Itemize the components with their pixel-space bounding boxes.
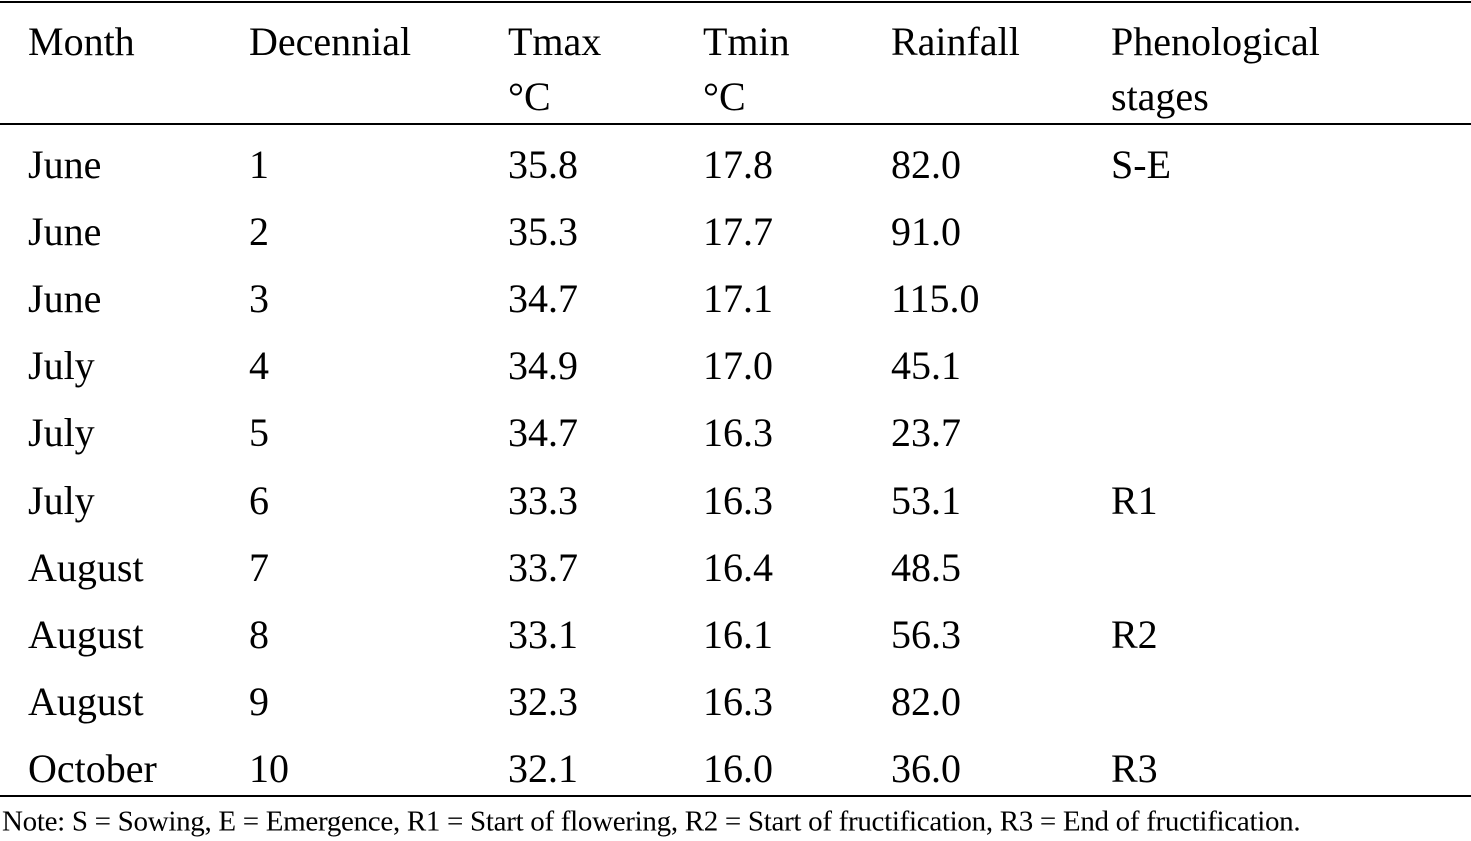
- table-cell: 91.0: [891, 209, 961, 255]
- table-cell: 36.0: [891, 745, 961, 791]
- header-cell: Decennial: [249, 19, 412, 64]
- table-cell: August: [28, 544, 144, 590]
- table-cell: 16.3: [703, 678, 773, 724]
- header-cell: Rainfall: [891, 19, 1020, 64]
- table-cell: 17.8: [703, 142, 773, 187]
- table-cell: June: [28, 142, 102, 187]
- table-cell: 82.0: [891, 142, 961, 187]
- table-cell: 33.7: [508, 544, 578, 590]
- table-cell: 33.1: [508, 611, 578, 657]
- header-cell: °C: [508, 74, 551, 119]
- table-cell: August: [28, 678, 144, 724]
- table-cell: 9: [249, 678, 269, 724]
- table-cell: 32.3: [508, 678, 578, 724]
- table-cell: 5: [249, 410, 269, 456]
- header-cell: °C: [703, 74, 746, 119]
- table-cell: 17.1: [703, 276, 773, 322]
- table-cell: 82.0: [891, 678, 961, 724]
- bottom-rule: [0, 795, 1471, 797]
- table-cell: July: [28, 477, 95, 523]
- table-cell: 7: [249, 544, 269, 590]
- table-cell: 16.4: [703, 544, 773, 590]
- table-cell: October: [28, 745, 157, 791]
- header-cell: Month: [28, 19, 135, 64]
- table-cell: June: [28, 209, 102, 255]
- top-rule: [0, 1, 1471, 3]
- table-note: Note: S = Sowing, E = Emergence, R1 = St…: [2, 805, 1301, 838]
- header-cell: Tmax: [508, 19, 602, 64]
- table-cell: R2: [1111, 611, 1158, 657]
- table-cell: June: [28, 276, 102, 322]
- table-cell: 17.0: [703, 343, 773, 389]
- header-cell: Phenological: [1111, 19, 1320, 64]
- table-cell: 17.7: [703, 209, 773, 255]
- table-cell: 16.1: [703, 611, 773, 657]
- table-cell: 53.1: [891, 477, 961, 523]
- table-cell: R3: [1111, 745, 1158, 791]
- table-cell: August: [28, 611, 144, 657]
- header-rule: [0, 123, 1471, 125]
- table-cell: 3: [249, 276, 269, 322]
- table-cell: 16.3: [703, 410, 773, 456]
- table-cell: 35.8: [508, 142, 578, 187]
- table-cell: 4: [249, 343, 269, 389]
- table-cell: 35.3: [508, 209, 578, 255]
- table-cell: July: [28, 343, 95, 389]
- table-cell: 48.5: [891, 544, 961, 590]
- table-cell: 56.3: [891, 611, 961, 657]
- table-cell: 34.9: [508, 343, 578, 389]
- table-cell: R1: [1111, 477, 1158, 523]
- header-cell: stages: [1111, 74, 1209, 119]
- table-cell: 1: [249, 142, 269, 187]
- table-cell: 34.7: [508, 276, 578, 322]
- table-cell: 6: [249, 477, 269, 523]
- table-cell: July: [28, 410, 95, 456]
- header-cell: Tmin: [703, 19, 790, 64]
- table-cell: 8: [249, 611, 269, 657]
- table-cell: 32.1: [508, 745, 578, 791]
- table-cell: 45.1: [891, 343, 961, 389]
- table-cell: 2: [249, 209, 269, 255]
- table-cell: S-E: [1111, 142, 1171, 187]
- table-cell: 16.3: [703, 477, 773, 523]
- table-cell: 16.0: [703, 745, 773, 791]
- table-cell: 23.7: [891, 410, 961, 456]
- table-cell: 33.3: [508, 477, 578, 523]
- table-cell: 115.0: [891, 276, 980, 322]
- table-cell: 10: [249, 745, 289, 791]
- table-cell: 34.7: [508, 410, 578, 456]
